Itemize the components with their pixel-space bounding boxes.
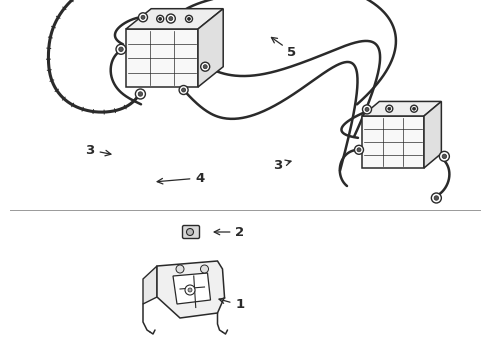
Circle shape xyxy=(363,105,371,114)
Circle shape xyxy=(188,17,191,21)
Text: 1: 1 xyxy=(219,298,245,311)
Text: 2: 2 xyxy=(214,225,245,239)
Circle shape xyxy=(411,105,417,112)
Text: 3: 3 xyxy=(85,144,111,157)
Circle shape xyxy=(188,288,192,292)
Circle shape xyxy=(179,86,188,95)
Polygon shape xyxy=(173,273,211,304)
Circle shape xyxy=(135,89,146,99)
Polygon shape xyxy=(126,29,198,87)
Circle shape xyxy=(141,15,145,19)
Circle shape xyxy=(440,151,449,161)
Circle shape xyxy=(203,65,207,69)
Circle shape xyxy=(119,47,123,51)
Circle shape xyxy=(187,229,194,235)
Polygon shape xyxy=(362,116,424,168)
Circle shape xyxy=(442,154,446,159)
Text: 5: 5 xyxy=(271,37,296,59)
Polygon shape xyxy=(424,102,441,168)
Circle shape xyxy=(166,14,175,23)
Polygon shape xyxy=(126,9,223,29)
Circle shape xyxy=(182,88,186,92)
Text: 4: 4 xyxy=(157,171,205,185)
Circle shape xyxy=(185,285,195,295)
Circle shape xyxy=(200,265,209,273)
Circle shape xyxy=(434,196,439,200)
Circle shape xyxy=(116,44,126,54)
Circle shape xyxy=(157,15,164,22)
Polygon shape xyxy=(198,9,223,87)
Circle shape xyxy=(388,107,391,110)
Circle shape xyxy=(365,107,369,112)
Polygon shape xyxy=(157,261,224,318)
Circle shape xyxy=(186,15,193,22)
Circle shape xyxy=(357,148,361,152)
Polygon shape xyxy=(143,266,157,304)
Circle shape xyxy=(139,13,147,22)
Circle shape xyxy=(176,265,184,273)
Circle shape xyxy=(431,193,441,203)
Circle shape xyxy=(159,17,162,21)
Text: 3: 3 xyxy=(273,158,291,171)
Circle shape xyxy=(138,92,143,96)
Circle shape xyxy=(354,145,364,154)
Circle shape xyxy=(386,105,393,112)
Circle shape xyxy=(169,17,173,21)
Circle shape xyxy=(201,62,210,71)
FancyBboxPatch shape xyxy=(182,225,199,239)
Polygon shape xyxy=(362,102,441,116)
Circle shape xyxy=(413,107,416,110)
